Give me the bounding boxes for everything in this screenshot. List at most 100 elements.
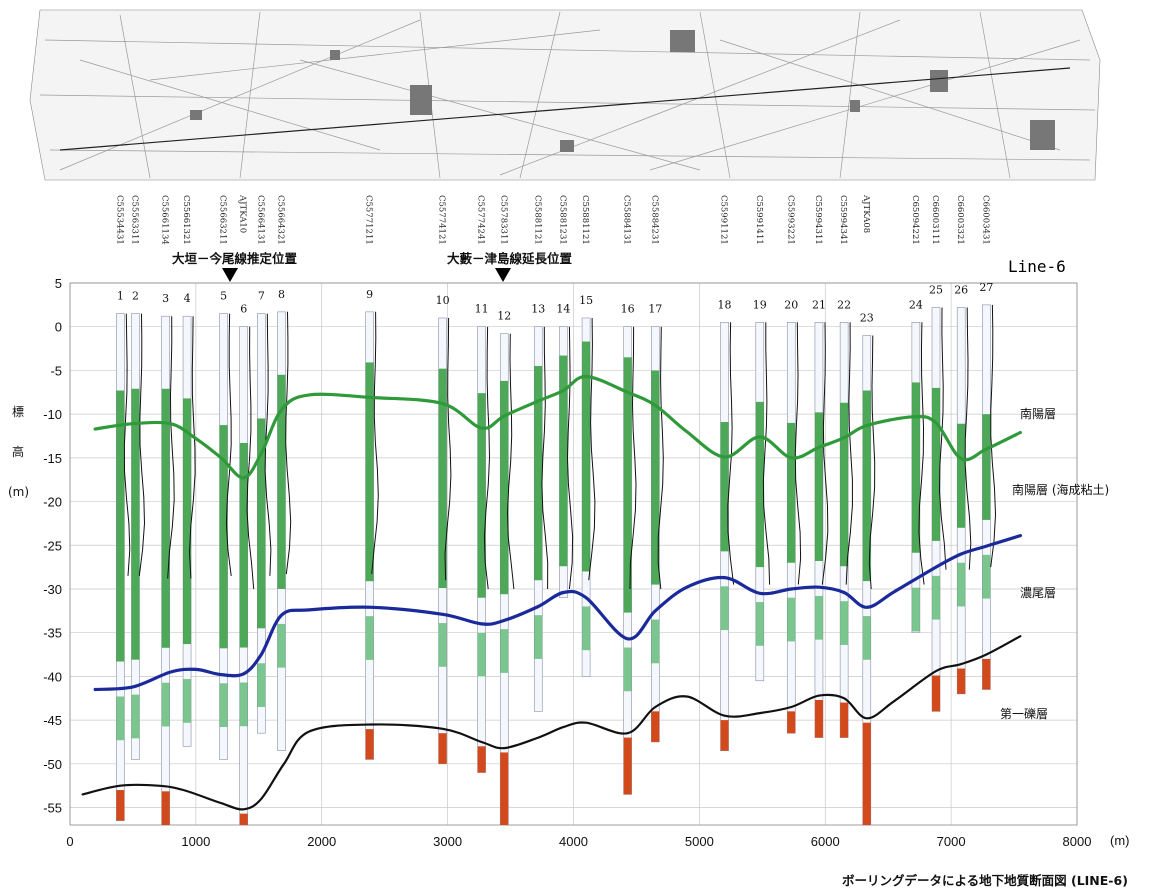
x-tick-label: 0 xyxy=(66,834,73,849)
borehole-number: 5 xyxy=(220,290,227,303)
borehole-gravel-segment xyxy=(651,711,660,742)
borehole: 26 xyxy=(954,283,972,695)
borehole: 1 xyxy=(116,290,131,821)
borehole: 2 xyxy=(131,290,146,760)
borehole-clay-segment xyxy=(534,366,543,581)
borehole-code: C55881121 xyxy=(532,195,542,245)
fault-marker-2: 大藪－津島線延長位置 xyxy=(447,251,573,282)
layer-label-nanyo-clay: 南陽層 (海成粘土) xyxy=(1012,482,1109,497)
borehole-sand-segment xyxy=(911,587,920,632)
borehole: 4 xyxy=(182,292,196,747)
borehole-sand-segment xyxy=(814,595,823,640)
borehole-clay-segment xyxy=(277,374,286,589)
borehole-number: 11 xyxy=(475,303,489,316)
borehole-gravel-segment xyxy=(239,813,248,825)
borehole-number: 9 xyxy=(366,288,373,301)
borehole: 8 xyxy=(277,288,292,751)
borehole-sand-segment xyxy=(932,575,941,620)
n-value-curve xyxy=(727,322,735,585)
borehole: 24 xyxy=(909,298,925,633)
borehole: 25 xyxy=(929,283,947,712)
y-axis-label-char: 高 xyxy=(12,444,24,459)
borehole-gravel-segment xyxy=(957,668,966,694)
n-value-curve xyxy=(964,307,972,570)
borehole-code: C55993221 xyxy=(785,195,795,245)
borehole: 13 xyxy=(531,303,549,712)
borehole-clay-segment xyxy=(582,341,591,572)
y-axis-label-char: 標 xyxy=(12,405,24,419)
borehole-code: C55884131 xyxy=(622,195,632,245)
layer-label-nobi: 濃尾層 xyxy=(1020,586,1056,600)
borehole-clay-segment xyxy=(131,388,140,660)
borehole-sand-segment xyxy=(840,601,849,645)
borehole-gravel-segment xyxy=(365,729,374,760)
borehole-gravel-segment xyxy=(840,702,849,738)
borehole-gravel-segment xyxy=(116,790,125,821)
y-tick-label: -45 xyxy=(43,713,62,728)
n-value-curve xyxy=(657,326,664,590)
borehole-number: 14 xyxy=(556,303,570,316)
borehole-number: 1 xyxy=(117,290,124,303)
x-tick-label: 1000 xyxy=(181,834,210,849)
borehole-sand-segment xyxy=(219,683,228,727)
plot-frame xyxy=(69,282,1078,826)
borehole-number: 8 xyxy=(278,288,285,301)
borehole-clay-segment xyxy=(116,390,125,662)
y-tick-label: -30 xyxy=(43,582,62,597)
borehole-number: 6 xyxy=(240,303,247,316)
borehole-clay-segment xyxy=(840,402,849,567)
borehole-sand-segment xyxy=(365,616,374,660)
y-tick-label: 5 xyxy=(55,276,62,291)
y-tick-label: -20 xyxy=(43,495,62,510)
borehole: 9 xyxy=(365,288,379,760)
borehole-sand-segment xyxy=(651,619,660,664)
borehole-code: C65094221 xyxy=(910,195,920,245)
borehole-clay-segment xyxy=(438,368,447,589)
borehole-sand-segment xyxy=(982,554,991,599)
borehole-number: 24 xyxy=(909,298,923,311)
n-value-curve xyxy=(167,316,175,579)
borehole-clay-segment xyxy=(365,362,374,582)
n-value-curve xyxy=(762,322,771,585)
borehole-code: C55563311 xyxy=(129,195,139,245)
borehole: 23 xyxy=(860,311,876,826)
borehole-clay-segment xyxy=(911,382,920,553)
n-value-curve xyxy=(541,326,549,590)
n-value-curve xyxy=(188,316,196,579)
y-tick-label: -15 xyxy=(43,451,62,466)
borehole: 11 xyxy=(475,303,491,773)
borehole-code: AJTKA08 xyxy=(861,194,871,233)
borehole-clay-segment xyxy=(982,414,991,520)
borehole-clay-segment xyxy=(957,423,966,528)
borehole-number: 19 xyxy=(753,298,767,311)
borehole-gravel-segment xyxy=(720,720,729,751)
borehole-gravel-segment xyxy=(161,791,170,825)
n-value-curve xyxy=(483,326,491,590)
y-tick-label: -50 xyxy=(43,757,62,772)
borehole-sand-segment xyxy=(957,562,966,607)
x-tick-label: 7000 xyxy=(937,834,966,849)
x-tick-label: 8000 xyxy=(1063,834,1092,849)
borehole: 5 xyxy=(219,290,232,760)
borehole-number: 10 xyxy=(436,294,450,307)
borehole-number: 18 xyxy=(718,298,732,311)
y-tick-label: -35 xyxy=(43,626,62,641)
borehole-code: C55663211 xyxy=(218,195,228,245)
borehole-clay-segment xyxy=(559,355,568,567)
borehole: 21 xyxy=(812,298,829,738)
borehole-code: C55774121 xyxy=(437,195,447,245)
borehole-clay-segment xyxy=(477,393,486,598)
borehole-number: 15 xyxy=(579,294,593,307)
borehole-gravel-segment xyxy=(862,722,871,825)
borehole-sand-segment xyxy=(183,679,192,723)
n-value-curve xyxy=(444,317,452,581)
y-axis-label: 標 高 (m) xyxy=(8,405,29,499)
y-tick-label: -40 xyxy=(43,669,62,684)
layer-label-nanyo: 南陽層 xyxy=(1020,406,1056,421)
borehole-code: C55664321 xyxy=(275,195,285,245)
borehole-code: C55661321 xyxy=(181,195,191,245)
borehole-clay-segment xyxy=(932,387,941,541)
down-triangle-icon xyxy=(222,268,238,282)
